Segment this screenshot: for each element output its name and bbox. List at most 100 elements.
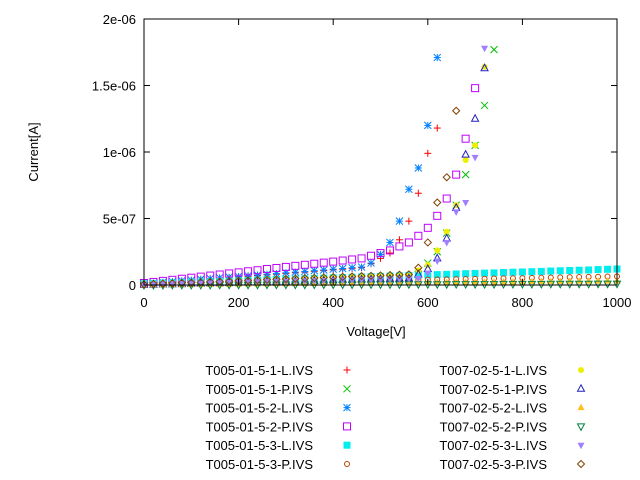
data-point (338, 264, 347, 273)
data-point (329, 265, 338, 274)
legend-item: T005-01-5-3-L.IVS (205, 438, 351, 453)
data-point (481, 63, 488, 70)
legend-label: T007-02-5-1-L.IVS (439, 363, 547, 378)
data-point (149, 279, 158, 289)
data-point (452, 209, 460, 216)
data-point (272, 263, 281, 272)
data-point (537, 277, 545, 285)
data-point (358, 277, 366, 284)
data-point (254, 279, 262, 286)
series-T005-01-5-1-L.IVS (140, 124, 441, 288)
legend: T005-01-5-1-L.IVS T005-01-5-1-P.IVS T005-0… (205, 363, 586, 472)
data-point (490, 45, 498, 54)
legend-marker (343, 403, 351, 412)
data-point (168, 281, 176, 288)
data-point (443, 270, 451, 278)
data-points (139, 45, 622, 291)
legend-marker (576, 383, 586, 392)
series-T007-02-5-1-P.IVS (139, 63, 489, 288)
legend-item: T007-02-5-3-L.IVS (439, 438, 585, 453)
legend-item: T007-02-5-2-P.IVS (440, 419, 586, 434)
data-point (253, 275, 262, 285)
legend-marker (576, 459, 586, 469)
legend-label: T007-02-5-2-L.IVS (439, 401, 547, 416)
data-point (433, 53, 442, 62)
data-point (367, 276, 375, 284)
data-point (244, 267, 253, 276)
data-point (395, 270, 404, 279)
legend-label: T005-01-5-3-P.IVS (206, 457, 314, 472)
data-point (481, 45, 489, 53)
data-point (319, 266, 328, 274)
data-point (357, 254, 366, 263)
data-point (244, 279, 252, 287)
data-point (139, 280, 149, 289)
data-point (423, 238, 433, 247)
data-point (177, 278, 187, 288)
legend-label: T007-02-5-2-P.IVS (440, 419, 548, 434)
data-point (291, 261, 300, 270)
data-point (509, 268, 517, 276)
data-point (528, 268, 536, 276)
data-point (187, 278, 196, 287)
legend-label: T007-02-5-1-P.IVS (440, 382, 548, 397)
data-point (471, 154, 479, 162)
axis-ticks: 0 200 400 600 800 1000 0 5e-07 1e-06 1.5e-06 2e-06 (92, 12, 632, 310)
data-point (480, 63, 489, 72)
y-axis-label: Current[A] (26, 122, 41, 181)
legend-marker (343, 384, 351, 393)
data-point (291, 274, 300, 283)
data-point (367, 251, 376, 260)
data-point (310, 259, 319, 268)
data-point (338, 256, 347, 265)
data-point (442, 194, 451, 203)
legend-marker (578, 367, 584, 373)
data-point (452, 270, 460, 278)
data-point (481, 269, 489, 277)
data-point (234, 268, 243, 277)
legend-item: T007-02-5-1-L.IVS (439, 363, 584, 378)
data-point (386, 276, 394, 284)
data-point (376, 271, 385, 280)
legend-item: T007-02-5-2-L.IVS (439, 401, 585, 416)
legend-item: T005-01-5-1-P.IVS (206, 382, 351, 397)
data-point (566, 267, 574, 275)
data-point (395, 242, 404, 251)
data-point (433, 271, 441, 279)
data-point (319, 273, 328, 282)
plot-border (143, 18, 618, 286)
data-point (225, 269, 234, 278)
data-point (310, 266, 319, 275)
x-tick-label: 800 (512, 295, 534, 310)
data-point (585, 266, 593, 274)
data-point (462, 270, 470, 278)
legend-label: T005-01-5-1-P.IVS (206, 382, 314, 397)
legend-marker (343, 441, 351, 449)
data-point (423, 223, 432, 232)
data-point (461, 149, 470, 158)
data-point (385, 246, 394, 255)
data-point (556, 277, 564, 285)
data-point (585, 277, 593, 284)
legend-item: T005-01-5-3-P.IVS (206, 457, 350, 472)
legend-marker (343, 422, 351, 431)
legend-label: T005-01-5-3-L.IVS (205, 438, 313, 453)
data-point (357, 263, 366, 271)
data-point (575, 277, 583, 284)
data-point (178, 281, 186, 288)
data-point (395, 276, 403, 283)
data-point (300, 260, 309, 269)
data-point (367, 259, 375, 267)
data-point (386, 238, 394, 247)
x-tick-label: 200 (228, 295, 250, 310)
legend-marker (343, 366, 351, 374)
data-point (424, 270, 432, 278)
data-point (528, 277, 536, 285)
data-point (451, 106, 461, 115)
data-point (471, 84, 480, 93)
data-point (452, 170, 461, 179)
data-point (225, 279, 233, 287)
data-point (262, 275, 272, 284)
data-point (329, 257, 338, 266)
data-point (547, 277, 555, 285)
